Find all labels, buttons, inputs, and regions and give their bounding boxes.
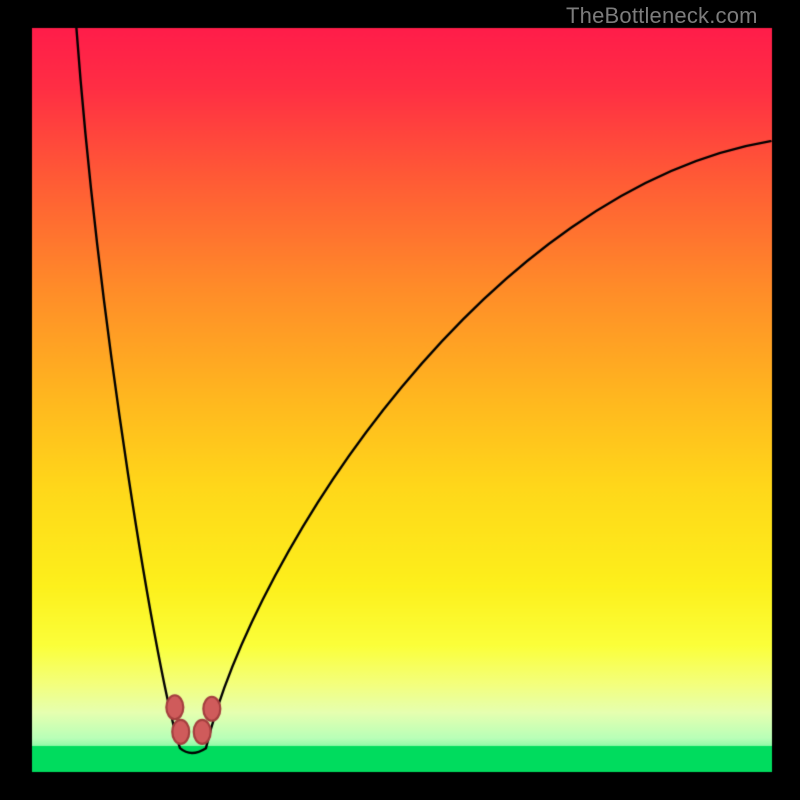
bottleneck-chart-canvas <box>0 0 800 800</box>
watermark-text: TheBottleneck.com <box>566 3 758 29</box>
chart-stage: TheBottleneck.com <box>0 0 800 800</box>
